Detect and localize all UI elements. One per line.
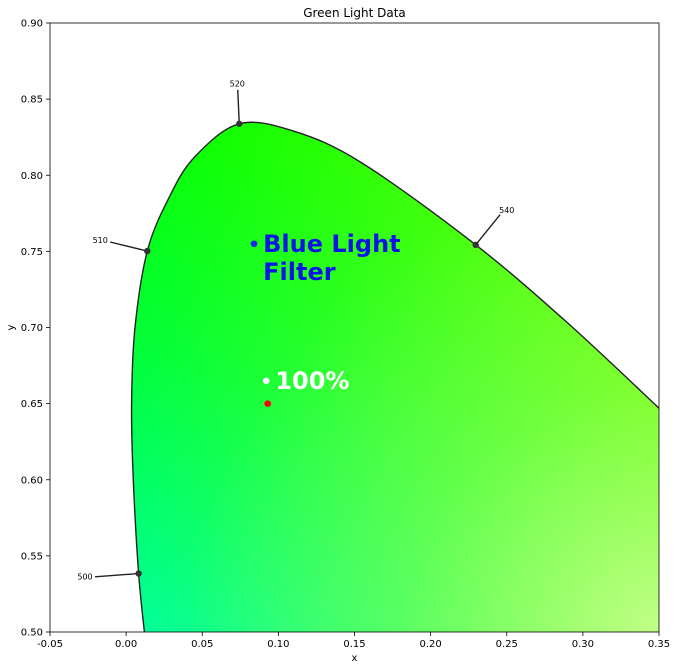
x-tick-label: 0.20: [419, 639, 441, 650]
x-axis: -0.05 0.00 0.05 0.10 0.15 0.20 0.25 0.30 0.35: [37, 632, 670, 650]
y-tick-label: 0.80: [21, 171, 43, 182]
y-tick-label: 0.70: [21, 323, 43, 334]
x-tick-label: 0.35: [648, 639, 670, 650]
data-point-0: [250, 240, 258, 248]
wavelength-marker-540: [472, 241, 479, 249]
x-tick-label: 0.15: [343, 639, 365, 650]
wavelength-marker-520: [236, 120, 243, 127]
x-tick-label: 0.25: [496, 639, 518, 650]
annotation-1: 100%: [275, 367, 349, 395]
y-tick-label: 0.65: [21, 399, 43, 410]
y-tick-label: 0.90: [21, 19, 43, 30]
y-tick-label: 0.55: [21, 551, 43, 562]
wavelength-marker-500: [135, 570, 142, 577]
wavelength-leader-510: [109, 241, 148, 252]
plot-area: 500 510 520 540 Blue Light Filter 100%: [77, 79, 659, 632]
wavelength-label-540: 540: [499, 206, 514, 215]
x-tick-label: 0.30: [572, 639, 594, 650]
wavelength-label-500: 500: [77, 573, 92, 582]
chart-title: Green Light Data: [303, 6, 406, 20]
data-point-2: [264, 400, 272, 407]
x-tick-label: 0.10: [267, 639, 289, 650]
y-axis-label: y: [6, 324, 17, 330]
spectral-locus-line: [130, 121, 659, 632]
wavelength-marker-510: [144, 247, 151, 255]
wavelength-leader-540: [475, 214, 501, 246]
x-tick-label: -0.05: [37, 639, 63, 650]
x-tick-label: 0.00: [115, 639, 137, 650]
y-tick-label: 0.50: [21, 628, 43, 639]
wavelength-label-520: 520: [230, 79, 245, 88]
x-tick-label: 0.05: [191, 639, 213, 650]
wavelength-leader-520: [237, 89, 240, 124]
wavelength-leader-500: [94, 572, 139, 578]
y-tick-label: 0.75: [21, 247, 43, 258]
x-axis-label: x: [352, 653, 358, 664]
data-point-1: [262, 377, 270, 385]
y-axis: 0.50 0.55 0.60 0.65 0.70 0.75 0.80 0.85 0.90: [21, 19, 50, 639]
y-tick-label: 0.85: [21, 95, 43, 106]
y-tick-label: 0.60: [21, 475, 43, 486]
annotation-0: Blue Light Filter: [263, 230, 401, 286]
wavelength-label-510: 510: [93, 236, 108, 245]
spectral-locus-fill-corner: [131, 122, 659, 632]
